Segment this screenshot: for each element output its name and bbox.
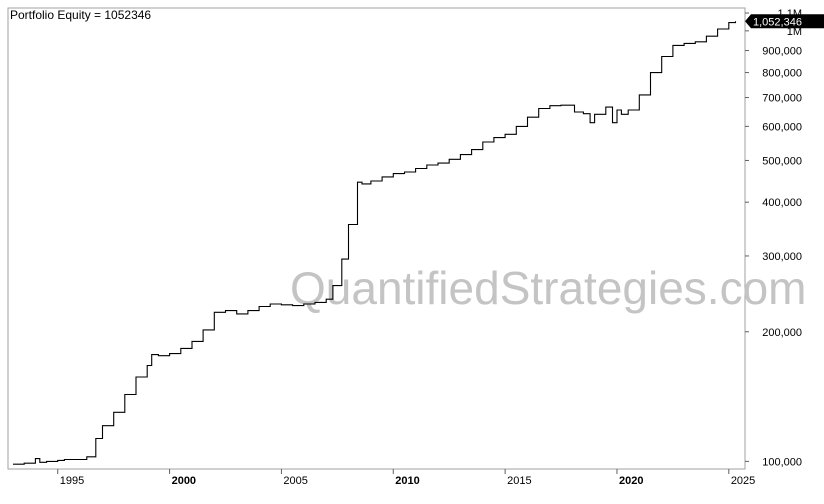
y-tick-label: 700,000 bbox=[762, 93, 802, 105]
x-axis-ticks: 1995 2000 2005 2010 2015 2020 2025 bbox=[57, 469, 755, 487]
y-tick-label: 500,000 bbox=[762, 155, 802, 167]
y-tick-label: 300,000 bbox=[762, 251, 802, 263]
last-value-label: 1,052,346 bbox=[753, 16, 802, 28]
x-tick-label: 2015 bbox=[507, 475, 531, 487]
x-tick-label: 1995 bbox=[60, 475, 84, 487]
equity-curve-line bbox=[13, 21, 737, 465]
x-tick-label: 2000 bbox=[172, 475, 196, 487]
x-tick-label: 2025 bbox=[731, 475, 755, 487]
y-tick-label: 800,000 bbox=[762, 68, 802, 80]
last-value-marker bbox=[745, 14, 824, 29]
chart-title: Portfolio Equity = 1052346 bbox=[10, 8, 151, 22]
y-axis-ticks: 1.1M1M900,000800,000700,000600,000500,00… bbox=[745, 8, 802, 468]
x-tick-label: 2005 bbox=[283, 475, 307, 487]
watermark: QuantifiedStrategies.com bbox=[290, 262, 807, 314]
y-tick-label: 1M bbox=[787, 26, 802, 38]
y-tick-label: 100,000 bbox=[762, 456, 802, 468]
x-tick-label: 2020 bbox=[619, 475, 643, 487]
y-tick-label: 900,000 bbox=[762, 46, 802, 58]
y-tick-label: 600,000 bbox=[762, 121, 802, 133]
y-tick-label: 400,000 bbox=[762, 197, 802, 209]
plot-frame bbox=[7, 7, 746, 470]
x-tick-label: 2010 bbox=[395, 475, 419, 487]
y-tick-label: 200,000 bbox=[762, 327, 802, 339]
